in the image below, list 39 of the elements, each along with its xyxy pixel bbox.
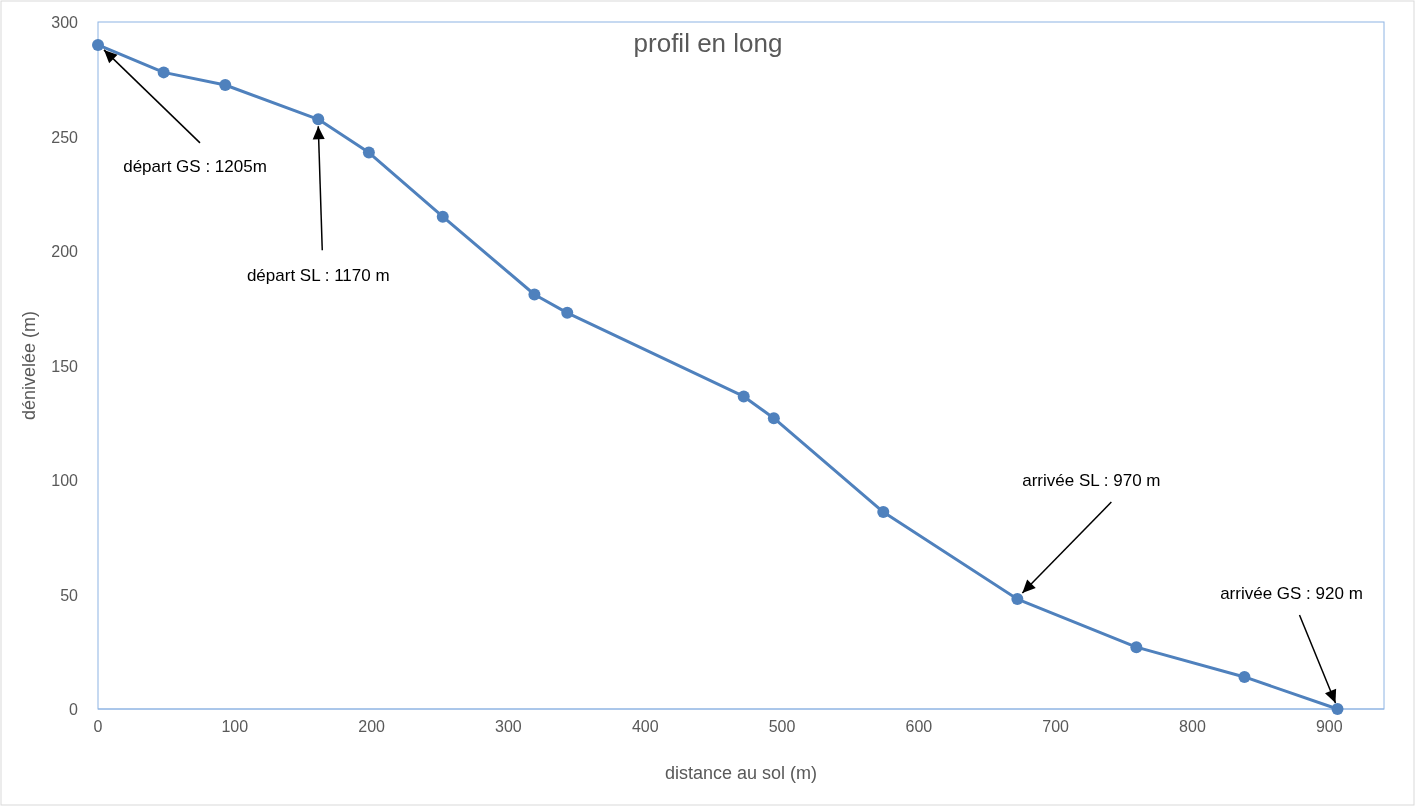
x-tick-label: 800 [1179,718,1206,735]
point [312,113,325,126]
x-tick-label: 500 [768,718,796,735]
point [1130,641,1143,654]
annotation: départ GS : 1205m [123,156,267,176]
x-tick-label: 900 [1315,718,1343,735]
x-tick-label: 300 [495,718,522,735]
point [362,146,375,159]
y-tick-label: 100 [51,472,79,489]
y-tick-label: 50 [60,586,79,604]
point [92,38,104,51]
point [561,306,574,319]
point [157,66,170,79]
x-axis-title: distance au sol (m) [664,763,818,783]
x-tick-label: 100 [221,718,249,735]
point [436,210,449,223]
y-tick-label: 150 [51,357,79,375]
chart-title: profil en long [633,28,783,58]
point [219,78,232,91]
y-tick-label: 300 [51,14,79,31]
point [1238,670,1251,683]
point [1331,703,1344,715]
point [877,506,890,519]
y-tick-label: 200 [51,243,79,260]
point [528,288,541,301]
annotation: arrivée GS : 920 m [1220,584,1363,603]
point [737,390,750,403]
x-tick-label: 700 [1042,718,1070,735]
annotation: départ SL : 1170 m [246,266,390,286]
point [767,412,780,425]
point [1011,593,1024,606]
x-tick-label: 400 [631,718,659,735]
y-tick-label: 0 [69,701,79,718]
y-tick-label: 250 [51,128,79,146]
annotation: arrivée SL : 970 m [1022,471,1161,491]
x-tick-label: 0 [93,718,103,735]
x-tick-label: 600 [905,718,933,735]
x-tick-label: 200 [358,718,386,735]
y-axis-title: dénivelée (m) [19,310,39,421]
